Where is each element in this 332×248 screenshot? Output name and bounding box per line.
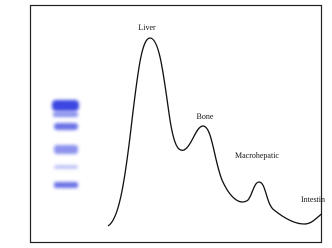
gel-band bbox=[53, 112, 78, 117]
gel-band bbox=[54, 123, 78, 130]
gel-band bbox=[54, 145, 78, 154]
peak-label: Bone bbox=[197, 112, 214, 121]
gel-band bbox=[54, 182, 78, 188]
peak-label: Macrohepatic bbox=[235, 151, 279, 160]
figure: Liver Bone Macrohepatic Intestin bbox=[0, 0, 332, 248]
gel-band bbox=[54, 165, 78, 169]
page: {"peaks": [{"label": "Liver"}, {"label":… bbox=[0, 0, 332, 248]
peak-label: Liver bbox=[138, 23, 156, 32]
background bbox=[0, 0, 332, 248]
peak-label: Intestin bbox=[301, 195, 325, 204]
gel-band bbox=[52, 100, 79, 111]
